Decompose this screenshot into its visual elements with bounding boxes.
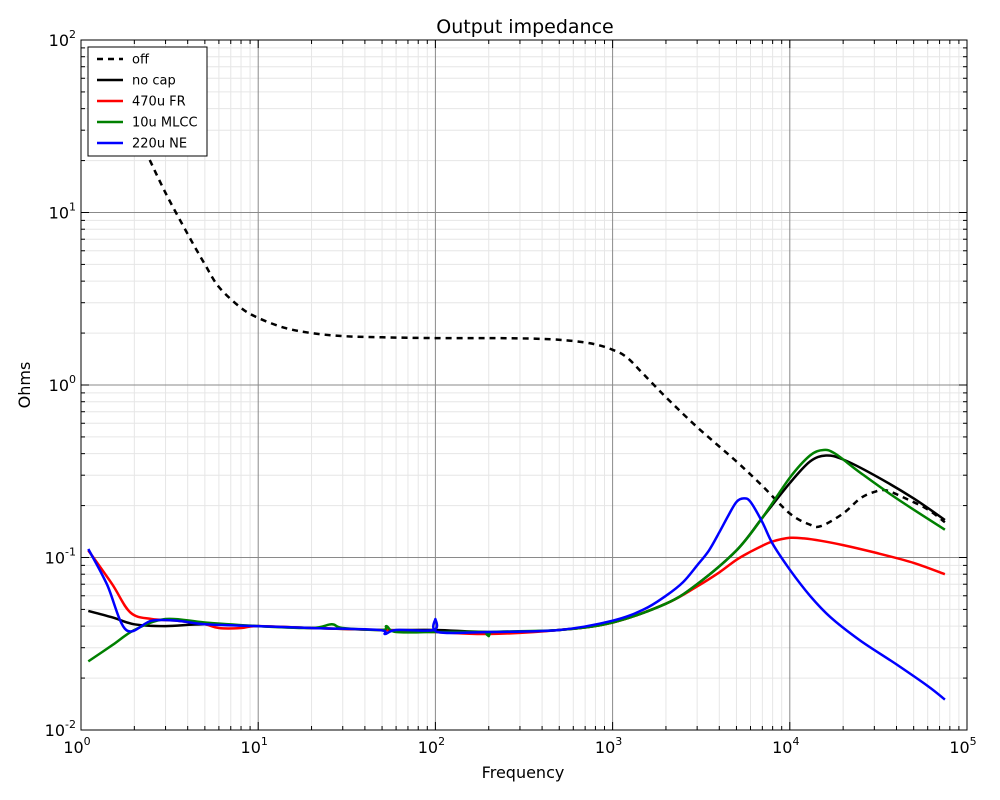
x-axis-title: Frequency [482, 763, 565, 782]
y-tick-labels: 10-2 10-1 100 101 102 [45, 28, 76, 740]
series-line-220u-ne [87, 497, 946, 701]
legend-label-220u-ne: 220u NE [132, 137, 187, 152]
series-line-470u-fr [87, 536, 946, 636]
x-tick-label: 103 [595, 735, 622, 757]
legend-label-470u-fr: 470u FR [132, 95, 186, 110]
y-axis-title: Ohms [15, 362, 34, 409]
series-line-no-cap [87, 454, 946, 634]
y-tick-label: 101 [49, 201, 76, 223]
x-tick-label: 102 [418, 735, 445, 757]
y-tick-label: 10-1 [45, 546, 76, 568]
series-line-off [143, 149, 946, 529]
y-tick-label: 102 [49, 28, 76, 50]
y-tick-label: 10-2 [45, 718, 76, 740]
axis-ticks [80, 39, 968, 731]
x-tick-labels: 100 101 102 103 104 105 [63, 735, 976, 757]
x-tick-label: 105 [949, 735, 976, 757]
y-tick-label: 100 [49, 373, 76, 395]
x-tick-label: 101 [241, 735, 268, 757]
legend-label-no-cap: no cap [132, 74, 176, 89]
x-tick-label: 100 [63, 735, 90, 757]
legend: off no cap 470u FR 10u MLCC 220u NE [87, 46, 208, 157]
series-line-10u-mlcc [87, 448, 946, 663]
x-tick-label: 104 [772, 735, 799, 757]
legend-label-10u-mlcc: 10u MLCC [132, 116, 198, 131]
legend-label-off: off [132, 53, 150, 68]
chart-title: Output impedance [436, 16, 613, 38]
series-lines [87, 149, 946, 701]
